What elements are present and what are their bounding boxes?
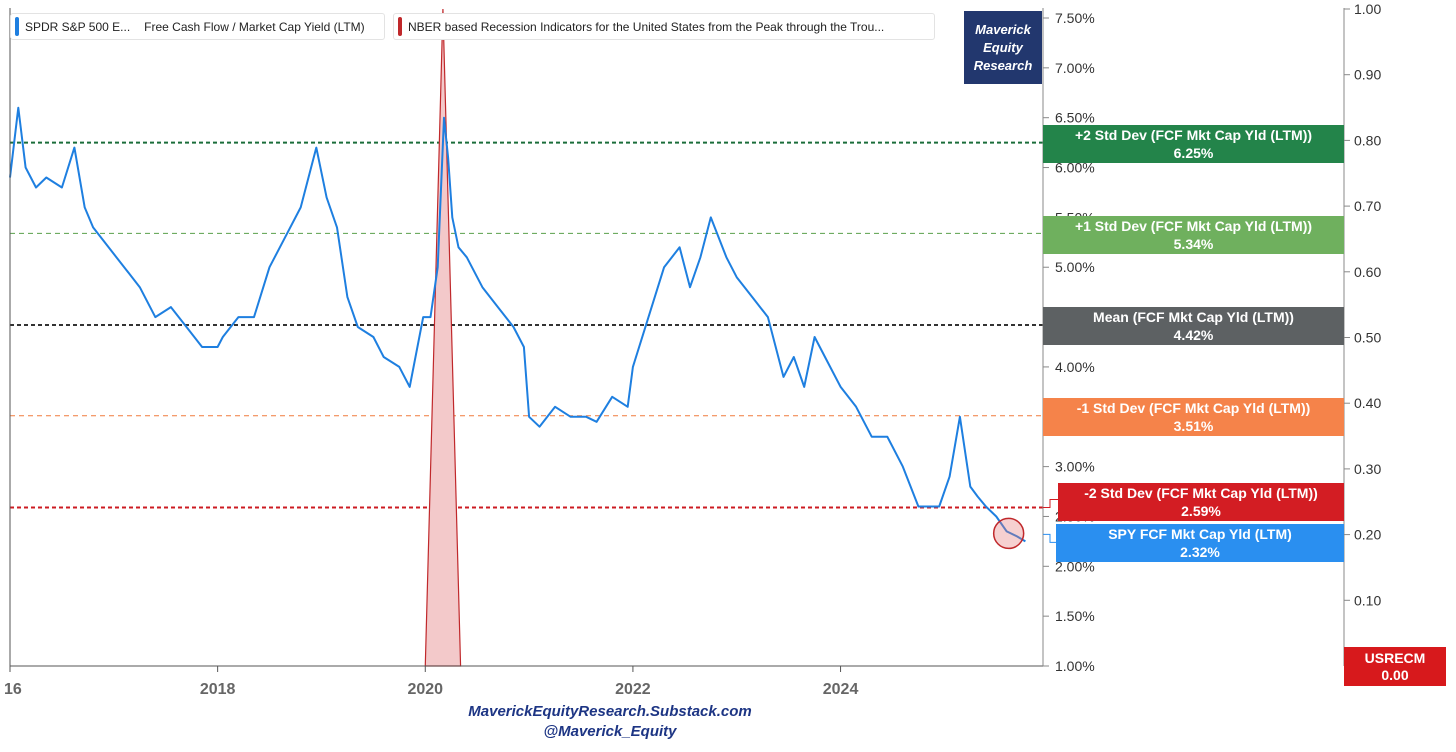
tag-usrecm: USRECM 0.00 [1344,647,1446,686]
tag-minus-1-std-dev: -1 Std Dev (FCF Mkt Cap Yld (LTM)) 3.51% [1043,398,1344,436]
x-tick-label: 2020 [407,681,443,698]
blue-swatch-icon [15,17,19,36]
left-tick-label: 6.00% [1055,160,1095,176]
legend-series-2-label: NBER based Recession Indicators for the … [408,19,885,34]
x-tick-label: 16 [4,681,22,698]
legend-series-1[interactable]: SPDR S&P 500 E... Free Cash Flow / Marke… [10,13,385,40]
right-tick-label: 1.00 [1354,1,1381,17]
legend-series-2[interactable]: NBER based Recession Indicators for the … [393,13,935,40]
recession-area [424,8,462,667]
brand-line-2: Equity [983,39,1023,55]
highlight-circle [992,517,1025,550]
right-axis-ticks: 0.10 0.20 0.30 0.40 0.50 0.60 0.70 0.80 0.90 1.00 [1344,1,1381,608]
right-tick-label: 0.40 [1354,395,1381,411]
left-tick-label: 2.00% [1055,558,1095,574]
footer-site: MaverickEquityResearch.Substack.com [468,703,752,720]
fcf-yield-series [9,106,1026,543]
x-axis-ticks: 16 2018 2020 2022 2024 [4,666,858,698]
recession-band [424,8,462,667]
current-value-marker [992,498,1058,550]
left-tick-label: 7.00% [1055,60,1095,76]
red-swatch-icon [398,17,402,36]
tag-usrecm-value: 0.00 [1381,666,1409,683]
tag-spy-current: SPY FCF Mkt Cap Yld (LTM) 2.32% [1056,524,1344,562]
connector-red [1043,498,1058,508]
right-tick-label: 0.70 [1354,198,1381,214]
left-tick-label: 6.50% [1055,110,1095,126]
tag-label: +2 Std Dev (FCF Mkt Cap Yld (LTM)) [1074,127,1313,143]
x-tick-label: 2018 [200,681,236,698]
tag-usrecm-label: USRECM [1364,649,1426,666]
footer-handle: @Maverick_Equity [543,723,677,740]
left-tick-label: 7.50% [1055,10,1095,26]
tag-value: 4.42% [1173,327,1214,343]
left-tick-label: 1.00% [1055,658,1095,674]
tag-value: 2.32% [1180,544,1220,560]
tag-label: Mean (FCF Mkt Cap Yld (LTM)) [1093,309,1294,325]
left-tick-label: 1.50% [1055,608,1095,624]
tag-label: +1 Std Dev (FCF Mkt Cap Yld (LTM)) [1074,218,1313,234]
tag-plus-2-std-dev: +2 Std Dev (FCF Mkt Cap Yld (LTM)) 6.25% [1043,125,1344,163]
left-tick-label: 5.00% [1055,259,1095,275]
right-tick-label: 0.50 [1354,330,1381,346]
right-tick-label: 0.10 [1354,592,1381,608]
brand-line-1: Maverick [975,21,1031,37]
tag-plus-1-std-dev: +1 Std Dev (FCF Mkt Cap Yld (LTM)) 5.34% [1043,216,1344,254]
tag-value: 3.51% [1173,418,1214,434]
legend-series-1-ticker: SPDR S&P 500 E... [25,19,131,34]
right-tick-label: 0.20 [1354,527,1381,543]
brand-logo: Maverick Equity Research [964,11,1042,84]
brand-line-3: Research [973,57,1033,73]
tag-minus-2-std-dev: -2 Std Dev (FCF Mkt Cap Yld (LTM)) 2.59% [1058,483,1344,521]
tag-value: 6.25% [1173,145,1214,161]
right-tick-label: 0.80 [1354,132,1381,148]
right-tick-label: 0.60 [1354,264,1381,280]
left-tick-label: 4.00% [1055,359,1095,375]
tag-value: 5.34% [1173,236,1214,252]
legend-series-1-metric: Free Cash Flow / Market Cap Yield (LTM) [144,19,365,34]
x-tick-label: 2024 [823,681,859,698]
std-dev-reference-lines [10,141,1043,509]
connector-blue [1043,533,1056,543]
left-tick-label: 3.00% [1055,459,1095,475]
tag-value: 2.59% [1181,503,1221,519]
tag-label: -1 Std Dev (FCF Mkt Cap Yld (LTM)) [1076,400,1311,416]
x-tick-label: 2022 [615,681,651,698]
right-tick-label: 0.90 [1354,67,1381,83]
tag-label: -2 Std Dev (FCF Mkt Cap Yld (LTM)) [1084,485,1318,501]
tag-mean: Mean (FCF Mkt Cap Yld (LTM)) 4.42% [1043,307,1344,345]
right-tick-label: 0.30 [1354,461,1381,477]
tag-label: SPY FCF Mkt Cap Yld (LTM) [1108,526,1292,542]
